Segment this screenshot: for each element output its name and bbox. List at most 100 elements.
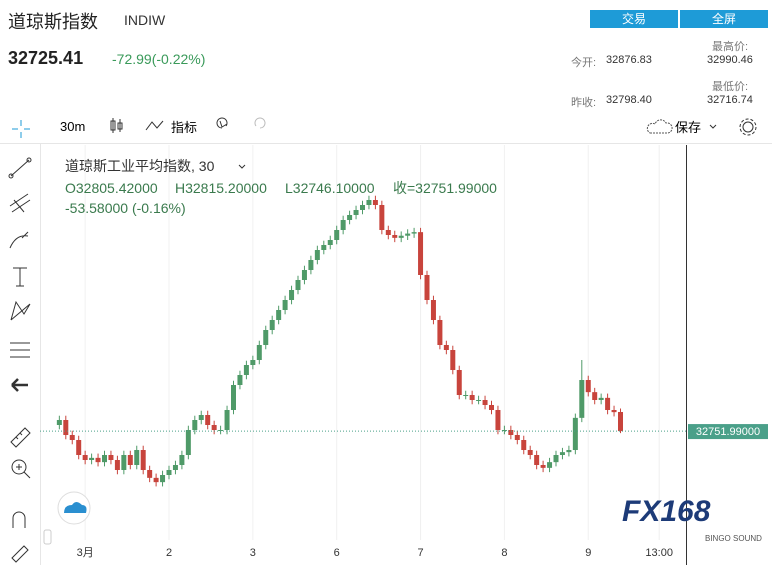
legend-title: 道琼斯工业平均指数, 30 <box>65 158 215 174</box>
fullscreen-button[interactable]: 全屏 <box>680 10 768 28</box>
logo-cloud <box>64 502 87 513</box>
indicator-button[interactable]: 指标 <box>171 120 197 135</box>
x-tick-label: 8 <box>501 547 507 559</box>
candle-body <box>192 420 198 430</box>
candle-body <box>372 200 378 205</box>
candle-body <box>211 425 217 430</box>
legend-close: 收=32751.99000 <box>393 180 497 196</box>
candle-body <box>56 420 62 425</box>
candle-body <box>456 370 462 395</box>
redo[interactable] <box>254 117 266 129</box>
drawing-tools[interactable] <box>8 120 32 563</box>
candle-body <box>314 250 320 260</box>
stat-label: 昨收: <box>571 97 597 109</box>
interval[interactable]: 30m <box>60 119 85 134</box>
candle-body <box>392 235 398 238</box>
candle-body <box>276 310 282 320</box>
candle-body <box>160 475 166 483</box>
candle-body <box>618 411 623 432</box>
last-price-label: 32751.99000 <box>696 426 760 438</box>
settings[interactable] <box>742 121 754 133</box>
candle-body <box>179 455 185 465</box>
legend-low: L32746.10000 <box>285 180 375 196</box>
candle-body <box>411 232 417 234</box>
scroll-handle[interactable] <box>43 529 52 545</box>
candle-body <box>469 395 475 400</box>
candle-body <box>514 435 520 440</box>
watermark-brand: FX168 <box>622 495 711 528</box>
save-menu[interactable] <box>709 124 717 129</box>
candle-body <box>205 415 211 425</box>
candle-body <box>76 440 82 455</box>
candle-body <box>198 415 204 420</box>
candle-body <box>250 360 256 365</box>
candle-body <box>308 260 314 270</box>
candle-body <box>121 455 127 470</box>
candle-body <box>89 457 95 460</box>
candle-body <box>366 200 372 205</box>
undo[interactable] <box>216 117 228 129</box>
symbol-code: INDIW <box>124 12 166 28</box>
candle-body <box>256 345 262 360</box>
plot-area: 3月 2 3 6 7 8 9 13:00 <box>40 145 768 559</box>
candle-body <box>185 430 191 455</box>
candle-body <box>437 320 443 345</box>
candle-body <box>82 455 88 460</box>
candle-body <box>353 210 359 215</box>
candle-body <box>166 470 172 475</box>
candle-body <box>172 465 178 470</box>
x-tick-label: 6 <box>334 547 340 559</box>
candle-body <box>127 455 133 465</box>
candle-body <box>579 380 585 418</box>
candle-body <box>134 450 140 465</box>
candle-body <box>592 392 598 400</box>
price-change: -72.99(-0.22%) <box>112 51 206 67</box>
stat-label: 今开: <box>571 57 597 69</box>
x-tick-label: 9 <box>585 547 591 559</box>
last-price-box <box>688 424 768 440</box>
candle-body <box>553 455 559 463</box>
candle-body <box>566 450 572 453</box>
candle-body <box>450 350 456 370</box>
candle-body <box>598 397 604 400</box>
watermark-sub: BINGO SOUND <box>705 534 762 543</box>
save-button[interactable]: 保存 <box>675 120 701 135</box>
candle-body <box>295 280 301 290</box>
legend-open: O32805.42000 <box>65 180 158 196</box>
legend-high: H32815.20000 <box>175 180 267 196</box>
candle-body <box>572 417 578 450</box>
candle-body <box>69 435 75 440</box>
legend-menu[interactable] <box>238 164 246 169</box>
candle-body <box>269 320 275 330</box>
candle-body <box>508 430 514 435</box>
stat-value: 32716.74 <box>707 94 753 106</box>
candle-body <box>463 395 469 396</box>
candle-body <box>418 232 424 275</box>
symbol-name: 道琼斯指数 <box>8 12 98 32</box>
stat-value: 32798.40 <box>606 94 652 106</box>
candle-body <box>489 405 494 410</box>
candle-body <box>476 400 482 401</box>
indicator-icon[interactable] <box>145 120 164 131</box>
x-tick-label: 3 <box>250 547 256 559</box>
candle-body <box>140 450 146 470</box>
x-tick-label: 3月 <box>77 547 94 559</box>
trade-button[interactable]: 交易 <box>590 10 678 28</box>
legend-change: -53.58000 (-0.16%) <box>65 200 186 216</box>
candle-icon[interactable] <box>110 118 123 133</box>
candle-body <box>95 457 101 463</box>
candle-body <box>585 380 591 393</box>
candle-body <box>108 455 114 460</box>
candle-body <box>398 235 404 238</box>
candle-body <box>231 385 236 410</box>
candle-body <box>385 230 391 235</box>
candle-body <box>218 430 224 431</box>
x-tick-label: 13:00 <box>645 547 673 559</box>
candle-body <box>501 430 507 431</box>
candle-body <box>521 440 527 450</box>
candle-body <box>282 300 288 310</box>
cloud-icon[interactable] <box>646 119 673 134</box>
candle-body <box>495 410 501 430</box>
settings-gear[interactable] <box>739 118 757 136</box>
candle-body <box>289 290 295 300</box>
